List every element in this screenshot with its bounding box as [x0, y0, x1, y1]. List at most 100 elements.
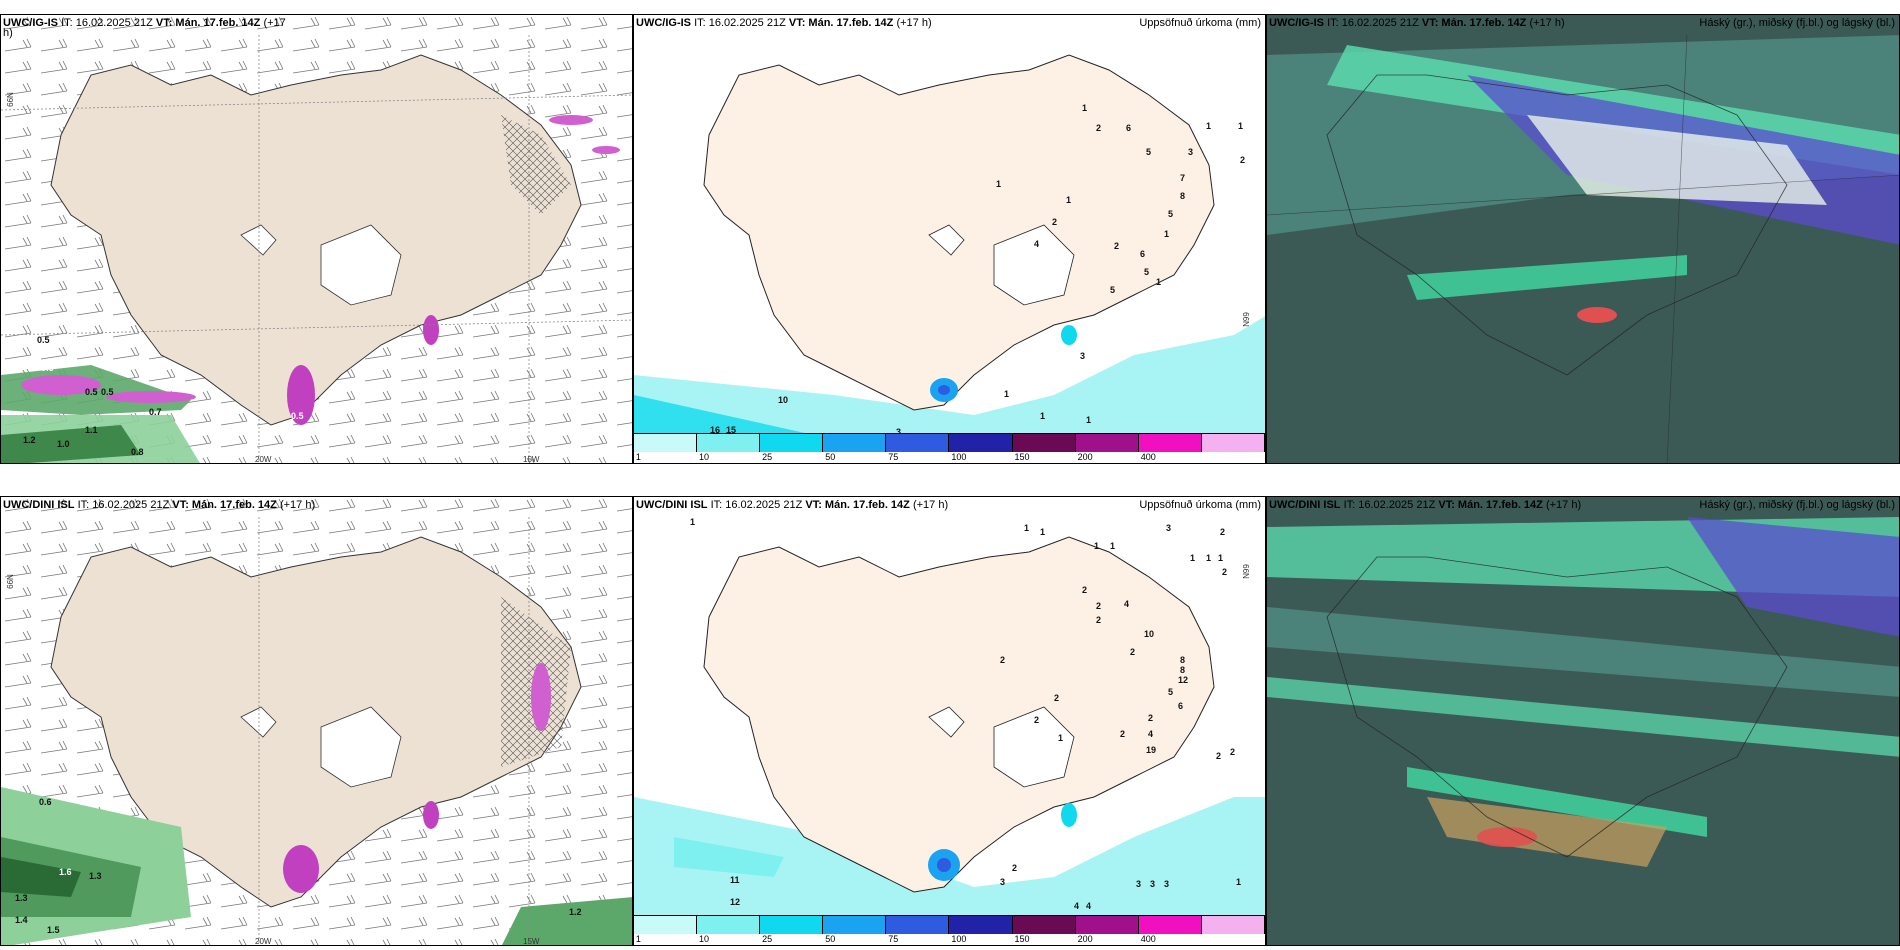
lat-label: 66N: [5, 574, 15, 589]
precip-value: 2: [1096, 601, 1102, 611]
panel-title-cont: h): [3, 27, 13, 39]
precip-value: 6: [1126, 123, 1132, 133]
colorbar-tick: 150: [1014, 934, 1030, 944]
precip-value: 5: [1168, 209, 1174, 219]
precip-value: 1: [1040, 527, 1046, 537]
value-label: 0.6: [41, 363, 54, 373]
colorbar-tick: 75: [888, 934, 899, 944]
precip-value: 2: [1148, 713, 1154, 723]
precip-value: 1: [690, 517, 696, 527]
precip-value: 2: [1114, 241, 1120, 251]
lon-label: 15W: [523, 937, 540, 946]
lat-label: 66N: [1240, 564, 1250, 579]
value-label: 0.5: [291, 411, 304, 421]
colorbar-swatch: [1138, 434, 1202, 452]
value-label: 0.8: [131, 447, 144, 457]
precip-value: 3: [1150, 879, 1156, 889]
colorbar-tick: 75: [888, 452, 899, 462]
iceland-land: [50, 54, 582, 426]
colorbar-tick: 50: [825, 934, 836, 944]
precip-value: 1: [1024, 523, 1030, 533]
colorbar-tick: 100: [951, 934, 967, 944]
precip-value: 2: [1216, 751, 1222, 761]
panel-title: UWC/IG-IS IT: 16.02.2025 21Z VT: Mán. 17…: [1269, 17, 1895, 29]
value-label: 1.2: [23, 435, 36, 445]
precip-value: 1: [996, 179, 1002, 189]
panel-title: UWC/DINI ISL IT: 16.02.2025 21Z VT: Mán.…: [3, 499, 316, 511]
colorbar-swatch: [823, 434, 887, 452]
precip-value: 3: [1080, 351, 1086, 361]
colorbar-swatch: [1138, 916, 1202, 934]
precip-value: 1: [1218, 553, 1224, 563]
precip-value: 2: [1054, 693, 1060, 703]
precip-value: 6: [1140, 249, 1146, 259]
lon-label: 20W: [255, 455, 272, 464]
map-canvas: [1, 15, 632, 463]
precip-value: 1: [1164, 229, 1170, 239]
lat-label: 66N: [1240, 312, 1250, 327]
lon-label: 15W: [523, 455, 540, 464]
colorbar-tick: 25: [762, 452, 773, 462]
precip-value: 5: [1146, 147, 1152, 157]
colorbar-swatch: [949, 434, 1013, 452]
precip-value: 10: [778, 395, 789, 405]
precip-value: 19: [1146, 745, 1157, 755]
precip-value: 3: [1164, 879, 1170, 889]
cloud-cover-map-igis: UWC/IG-IS IT: 16.02.2025 21Z VT: Mán. 17…: [1266, 14, 1900, 464]
lon-label: 20W: [255, 937, 272, 946]
value-label: 0.6: [39, 797, 52, 807]
precip-value: 1: [1236, 877, 1242, 887]
colorbar-tick: 10: [698, 452, 709, 462]
panel-title: UWC/IG-IS IT: 16.02.2025 21Z VT: Mán. 17…: [636, 17, 1261, 29]
map-canvas: [1267, 497, 1899, 945]
colorbar-swatch: [823, 916, 887, 934]
colorbar-swatch: [1201, 916, 1265, 934]
colorbar-swatch: [1012, 916, 1076, 934]
wind-precip-map-igis: UWC/IG-IS IT: 16.02.2025 21Z VT: Mán. 17…: [0, 14, 633, 464]
precip-value: 5: [1168, 687, 1174, 697]
precip-value: 2: [1012, 863, 1018, 873]
precip-value: 1: [1206, 121, 1212, 131]
value-label: 1.3: [89, 871, 102, 881]
value-label: 1.4: [15, 915, 28, 925]
value-label: 0.5: [85, 387, 98, 397]
colorbar-tick: 50: [825, 452, 836, 462]
precip-value: 3: [1188, 147, 1194, 157]
colorbar-tick: 1: [635, 452, 641, 462]
precip-value: 1: [1238, 121, 1244, 131]
precip-value: 1: [1094, 541, 1100, 551]
precip-value: 1: [1066, 195, 1072, 205]
value-label: 0.5: [37, 335, 50, 345]
colorbar-swatch: [949, 916, 1013, 934]
precip-value: 15: [726, 425, 737, 435]
precip-value: 2: [1222, 567, 1228, 577]
colorbar-tick: 150: [1014, 452, 1030, 462]
precip-value: 1: [1058, 733, 1064, 743]
colorbar-swatch: [634, 916, 698, 934]
value-label: 1.5: [47, 925, 60, 935]
colorbar-swatch: [1201, 434, 1265, 452]
precip-colorbar: 1 10 25 50 75 100 150 200 400: [634, 915, 1265, 945]
panel-title: UWC/DINI ISL IT: 16.02.2025 21Z VT: Mán.…: [1269, 499, 1895, 511]
lat-label: 66N: [5, 92, 15, 107]
precip-value: 1: [1082, 103, 1088, 113]
precip-value: 1: [1004, 389, 1010, 399]
colorbar-swatch: [760, 916, 824, 934]
colorbar-swatch: [886, 434, 950, 452]
precip-value: 4: [1034, 239, 1040, 249]
colorbar-swatch: [634, 434, 698, 452]
colorbar-tick: 10: [698, 934, 709, 944]
map-canvas: [1267, 15, 1899, 463]
precip-value: 2: [1096, 615, 1102, 625]
precip-value: 16: [710, 425, 721, 435]
colorbar-tick: 200: [1077, 452, 1093, 462]
cloud-cover-map-dini: UWC/DINI ISL IT: 16.02.2025 21Z VT: Mán.…: [1266, 496, 1900, 946]
precip-value: 1: [1206, 553, 1212, 563]
precip-value: 8: [1180, 655, 1186, 665]
colorbar-tick: 400: [1140, 934, 1156, 944]
precip-value: 1: [1040, 411, 1046, 421]
colorbar-swatch: [1075, 434, 1139, 452]
value-label: 1.1: [85, 425, 98, 435]
precip-value: 6: [1178, 701, 1184, 711]
precip-value: 1: [1156, 277, 1162, 287]
